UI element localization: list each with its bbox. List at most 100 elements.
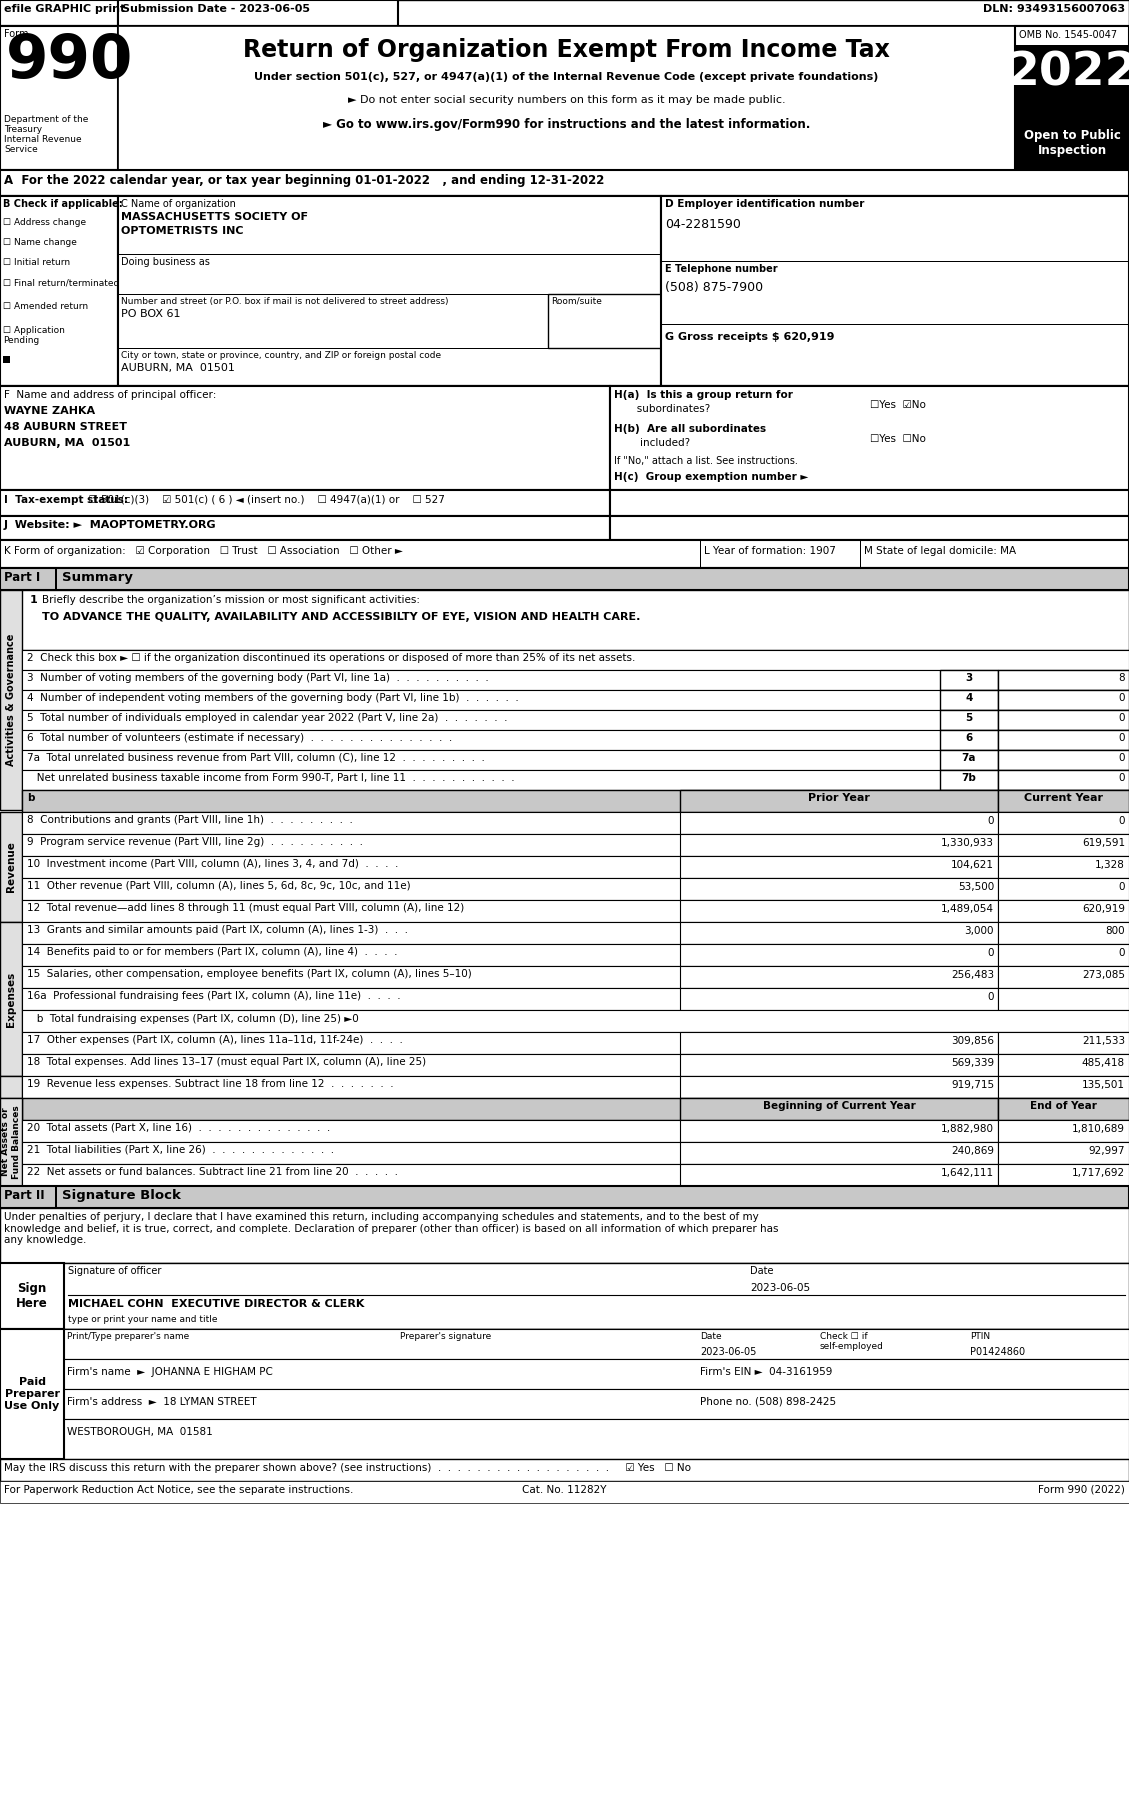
Text: 21  Total liabilities (Part X, line 26)  .  .  .  .  .  .  .  .  .  .  .  .  .: 21 Total liabilities (Part X, line 26) .… bbox=[27, 1145, 334, 1156]
Bar bbox=[0, 25, 119, 171]
Bar bbox=[21, 649, 1129, 669]
Bar bbox=[0, 922, 21, 1076]
Bar bbox=[21, 1143, 1129, 1165]
Bar bbox=[0, 1263, 1129, 1330]
Bar bbox=[0, 386, 1129, 490]
Bar bbox=[0, 1458, 1129, 1480]
Bar bbox=[998, 900, 1129, 922]
Bar bbox=[940, 749, 998, 769]
Bar bbox=[21, 1165, 1129, 1186]
Bar bbox=[940, 669, 998, 689]
Text: D Employer identification number: D Employer identification number bbox=[665, 200, 865, 209]
Text: 104,621: 104,621 bbox=[951, 860, 994, 871]
Bar bbox=[1015, 45, 1129, 125]
Text: 569,339: 569,339 bbox=[951, 1058, 994, 1068]
Text: 11  Other revenue (Part VIII, column (A), lines 5, 6d, 8c, 9c, 10c, and 11e): 11 Other revenue (Part VIII, column (A),… bbox=[27, 882, 411, 891]
Text: 485,418: 485,418 bbox=[1082, 1058, 1124, 1068]
Bar bbox=[680, 922, 998, 943]
Bar bbox=[680, 1119, 998, 1143]
Text: b  Total fundraising expenses (Part IX, column (D), line 25) ►0: b Total fundraising expenses (Part IX, c… bbox=[27, 1014, 359, 1023]
Text: Current Year: Current Year bbox=[1024, 793, 1103, 804]
Text: 0: 0 bbox=[988, 949, 994, 958]
Bar bbox=[0, 1330, 1129, 1458]
Text: Form 990 (2022): Form 990 (2022) bbox=[1039, 1486, 1124, 1495]
Bar bbox=[0, 25, 1129, 171]
Text: efile GRAPHIC print: efile GRAPHIC print bbox=[5, 4, 125, 15]
Text: 1,882,980: 1,882,980 bbox=[940, 1125, 994, 1134]
Bar bbox=[21, 1097, 1129, 1119]
Text: Date: Date bbox=[700, 1331, 721, 1341]
Bar bbox=[0, 1097, 21, 1186]
Bar bbox=[610, 490, 1129, 515]
Text: ☐Yes  ☐No: ☐Yes ☐No bbox=[870, 434, 926, 444]
Bar bbox=[998, 749, 1129, 769]
Bar bbox=[998, 689, 1129, 709]
Text: If "No," attach a list. See instructions.: If "No," attach a list. See instructions… bbox=[614, 455, 798, 466]
Bar bbox=[998, 989, 1129, 1010]
Text: WAYNE ZAHKA: WAYNE ZAHKA bbox=[5, 406, 95, 415]
Bar bbox=[680, 1165, 998, 1186]
Text: 1,810,689: 1,810,689 bbox=[1073, 1125, 1124, 1134]
Text: PO BOX 61: PO BOX 61 bbox=[121, 308, 181, 319]
Text: G Gross receipts $ 620,919: G Gross receipts $ 620,919 bbox=[665, 332, 834, 343]
Text: 211,533: 211,533 bbox=[1082, 1036, 1124, 1047]
Bar bbox=[21, 900, 1129, 922]
Text: Date: Date bbox=[750, 1266, 773, 1275]
Text: 309,856: 309,856 bbox=[951, 1036, 994, 1047]
Text: 0: 0 bbox=[1119, 949, 1124, 958]
Bar bbox=[119, 0, 399, 25]
Text: Open to Public
Inspection: Open to Public Inspection bbox=[1024, 129, 1120, 158]
Text: MASSACHUSETTS SOCIETY OF: MASSACHUSETTS SOCIETY OF bbox=[121, 212, 308, 221]
Text: Number and street (or P.O. box if mail is not delivered to street address): Number and street (or P.O. box if mail i… bbox=[121, 297, 448, 307]
Text: 15  Salaries, other compensation, employee benefits (Part IX, column (A), lines : 15 Salaries, other compensation, employe… bbox=[27, 969, 472, 980]
Bar bbox=[55, 568, 56, 590]
Text: Revenue: Revenue bbox=[6, 842, 16, 892]
Text: 1,330,933: 1,330,933 bbox=[940, 838, 994, 847]
Bar bbox=[680, 791, 998, 813]
Text: 8  Contributions and grants (Part VIII, line 1h)  .  .  .  .  .  .  .  .  .: 8 Contributions and grants (Part VIII, l… bbox=[27, 814, 353, 825]
Bar bbox=[21, 689, 1129, 709]
Text: ☐ Final return/terminated: ☐ Final return/terminated bbox=[3, 278, 120, 287]
Text: 20  Total assets (Part X, line 16)  .  .  .  .  .  .  .  .  .  .  .  .  .  .: 20 Total assets (Part X, line 16) . . . … bbox=[27, 1123, 331, 1134]
Bar bbox=[21, 878, 1129, 900]
Text: type or print your name and title: type or print your name and title bbox=[68, 1315, 218, 1324]
Bar bbox=[998, 1165, 1129, 1186]
Text: Firm's address  ►  18 LYMAN STREET: Firm's address ► 18 LYMAN STREET bbox=[67, 1397, 256, 1408]
Text: ► Go to www.irs.gov/Form990 for instructions and the latest information.: ► Go to www.irs.gov/Form990 for instruct… bbox=[323, 118, 811, 131]
Text: I  Tax-exempt status:: I Tax-exempt status: bbox=[5, 495, 128, 504]
Text: 135,501: 135,501 bbox=[1082, 1079, 1124, 1090]
Text: Firm's EIN ►  04-3161959: Firm's EIN ► 04-3161959 bbox=[700, 1368, 832, 1377]
Bar bbox=[940, 769, 998, 791]
Bar bbox=[0, 1076, 21, 1097]
Text: 19  Revenue less expenses. Subtract line 18 from line 12  .  .  .  .  .  .  .: 19 Revenue less expenses. Subtract line … bbox=[27, 1079, 394, 1088]
Bar bbox=[610, 515, 1129, 541]
Text: 3,000: 3,000 bbox=[964, 925, 994, 936]
Text: Paid
Preparer
Use Only: Paid Preparer Use Only bbox=[5, 1377, 60, 1411]
Bar bbox=[680, 856, 998, 878]
Text: 0: 0 bbox=[988, 992, 994, 1001]
Text: Preparer's signature: Preparer's signature bbox=[400, 1331, 491, 1341]
Text: Phone no. (508) 898-2425: Phone no. (508) 898-2425 bbox=[700, 1397, 837, 1408]
Bar bbox=[940, 729, 998, 749]
Text: 256,483: 256,483 bbox=[951, 970, 994, 980]
Text: b: b bbox=[27, 793, 35, 804]
Text: included?: included? bbox=[614, 437, 690, 448]
Text: WESTBOROUGH, MA  01581: WESTBOROUGH, MA 01581 bbox=[67, 1428, 212, 1437]
Text: OPTOMETRISTS INC: OPTOMETRISTS INC bbox=[121, 227, 244, 236]
Text: Department of the: Department of the bbox=[5, 114, 88, 123]
Text: H(a)  Is this a group return for: H(a) Is this a group return for bbox=[614, 390, 793, 401]
Text: 1,489,054: 1,489,054 bbox=[940, 903, 994, 914]
Bar bbox=[998, 1097, 1129, 1119]
Bar bbox=[610, 386, 1129, 490]
Bar bbox=[1015, 25, 1129, 171]
Text: 0: 0 bbox=[1119, 733, 1124, 744]
Text: Service: Service bbox=[5, 145, 37, 154]
Bar bbox=[998, 1119, 1129, 1143]
Text: TO ADVANCE THE QUALITY, AVAILABILITY AND ACCESSIBILTY OF EYE, VISION AND HEALTH : TO ADVANCE THE QUALITY, AVAILABILITY AND… bbox=[42, 611, 640, 622]
Bar bbox=[0, 590, 21, 811]
Bar bbox=[1015, 125, 1129, 171]
Text: 17  Other expenses (Part IX, column (A), lines 11a–11d, 11f-24e)  .  .  .  .: 17 Other expenses (Part IX, column (A), … bbox=[27, 1036, 403, 1045]
Text: Signature Block: Signature Block bbox=[62, 1188, 181, 1203]
Text: Briefly describe the organization’s mission or most significant activities:: Briefly describe the organization’s miss… bbox=[42, 595, 420, 606]
Text: ► Do not enter social security numbers on this form as it may be made public.: ► Do not enter social security numbers o… bbox=[348, 94, 786, 105]
